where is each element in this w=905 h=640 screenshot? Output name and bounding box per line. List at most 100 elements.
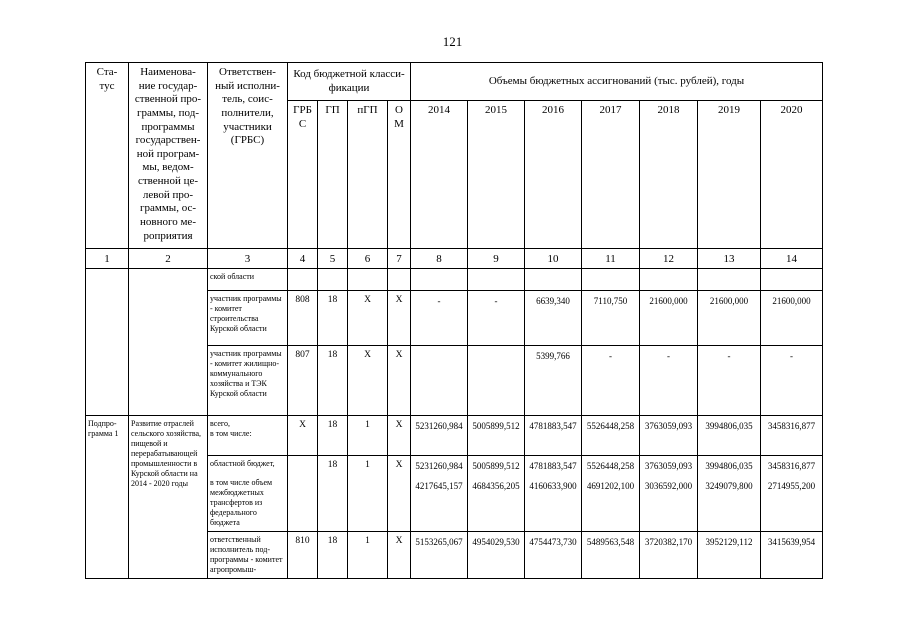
cell-value-2016: 6639,340 [524, 290, 582, 346]
cell-code-om [387, 268, 411, 291]
header-year-2019: 2019 [697, 100, 761, 249]
header-code-om: О М [387, 100, 411, 249]
cell-code-grbs [287, 268, 318, 291]
cell-executor-top: областной бюджет, [210, 459, 275, 468]
col-number: 3 [207, 248, 288, 269]
cell-code-grbs [287, 455, 318, 532]
cell-value-2017: - [581, 345, 640, 416]
cell-value-2020: - [760, 345, 823, 416]
cell-value-2016: 4781883,547 [524, 415, 582, 456]
cell-code-gp: 18 [317, 531, 348, 579]
col-number: 11 [581, 248, 640, 269]
cell-code-gp: 18 [317, 345, 348, 416]
header-row-1: Ста- тус Наименова- ние государ- ственно… [85, 62, 823, 249]
cell-value-2019: 21600,000 [697, 290, 761, 346]
cell-value-2014: - [410, 290, 468, 346]
cell-code-om: X [387, 531, 411, 579]
cell-value-2014 [410, 268, 468, 291]
cell-code-pgp [347, 268, 388, 291]
cell-value-2020: 3458316,877 [760, 415, 823, 456]
value-federal-transfer: 4217645,157 [415, 480, 463, 491]
cell-value-2018: 3720382,170 [639, 531, 698, 579]
page-number: 121 [442, 34, 463, 49]
cell-value-2015: - [467, 290, 525, 346]
cell-value-2017: 5526448,258 [581, 415, 640, 456]
header-year-2016: 2016 [524, 100, 582, 249]
cell-value-2017: 7110,750 [581, 290, 640, 346]
cell-value-2019: 3952129,112 [697, 531, 761, 579]
header-code-gp: ГП [317, 100, 348, 249]
cell-executor: участник программы - комитет строительст… [207, 290, 288, 346]
cell-value-2019: 3994806,035 3249079,800 [697, 455, 761, 532]
value-total: 3994806,035 [705, 461, 753, 471]
header-year-2020: 2020 [760, 100, 823, 249]
value-total: 4781883,547 [529, 461, 577, 471]
col-number: 2 [128, 248, 208, 269]
cell-value-2016: 4781883,547 4160633,900 [524, 455, 582, 532]
value-total: 5005899,512 [472, 461, 520, 471]
col-number: 4 [287, 248, 318, 269]
cell-value-2020 [760, 268, 823, 291]
value-total: 5526448,258 [586, 461, 635, 471]
cell-program-empty [128, 268, 208, 416]
col-number: 5 [317, 248, 348, 269]
value-total: 3458316,877 [767, 461, 816, 471]
cell-value-2019: - [697, 345, 761, 416]
table-row: Подпро- грамма 1 Развитие отраслей сельс… [85, 415, 823, 579]
cell-code-pgp: 1 [347, 455, 388, 532]
column-number-row: 1 2 3 4 5 6 7 8 9 10 11 12 13 14 [85, 248, 823, 269]
cell-code-grbs: 808 [287, 290, 318, 346]
value-total: 3763059,093 [644, 461, 693, 471]
cell-value-2018 [639, 268, 698, 291]
cell-code-pgp: 1 [347, 531, 388, 579]
table-row: участник программы - комитет строительст… [86, 290, 823, 346]
cell-value-2014: 5153265,067 [410, 531, 468, 579]
cell-code-pgp: X [347, 290, 388, 346]
header-code-grbs: ГРБ С [287, 100, 318, 249]
cell-value-2017: 5489563,548 [581, 531, 640, 579]
col-number: 12 [639, 248, 698, 269]
cell-value-2018: 3763059,093 [639, 415, 698, 456]
cell-code-gp: 18 [317, 290, 348, 346]
value-federal-transfer: 2714955,200 [767, 480, 816, 491]
cell-executor-bottom: в том числе объем межбюджетных трансферт… [210, 478, 273, 527]
cell-value-2015: 5005899,512 4684356,205 [467, 455, 525, 532]
cell-code-om: X [387, 455, 411, 532]
table-row: ответственный исполнитель под-программы … [86, 531, 823, 579]
value-federal-transfer: 3036592,000 [644, 480, 693, 491]
cell-value-2014: 5231260,984 4217645,157 [410, 455, 468, 532]
cell-code-pgp: X [347, 345, 388, 416]
col-number: 6 [347, 248, 388, 269]
cell-value-2015: 5005899,512 [467, 415, 525, 456]
cell-code-grbs: X [287, 415, 318, 456]
cell-value-2015 [467, 345, 525, 416]
col-number: 8 [410, 248, 468, 269]
header-year-2014: 2014 [410, 100, 468, 249]
header-year-2017: 2017 [581, 100, 640, 249]
col-number: 7 [387, 248, 411, 269]
cell-value-2018: - [639, 345, 698, 416]
header-executor: Ответствен- ный исполни- тель, соис- пол… [207, 62, 288, 249]
cell-code-om: X [387, 345, 411, 416]
cell-code-grbs: 810 [287, 531, 318, 579]
budget-table: Ста- тус Наименова- ние государ- ственно… [85, 62, 823, 579]
header-year-2018: 2018 [639, 100, 698, 249]
cell-code-grbs: 807 [287, 345, 318, 416]
cell-executor: всего, в том числе: [207, 415, 288, 456]
header-year-2015: 2015 [467, 100, 525, 249]
col-number: 14 [760, 248, 823, 269]
col-number: 10 [524, 248, 582, 269]
cell-executor: ской области [207, 268, 288, 291]
header-budget-code-group: Код бюджетной класси- фикации [287, 62, 411, 101]
cell-executor: ответственный исполнитель под-программы … [207, 531, 288, 579]
value-total: 5231260,984 [415, 461, 463, 471]
cell-value-2018: 3763059,093 3036592,000 [639, 455, 698, 532]
cell-code-gp: 18 [317, 455, 348, 532]
col-number: 13 [697, 248, 761, 269]
header-program-name: Наименова- ние государ- ственной про- гр… [128, 62, 208, 249]
cell-value-2014: 5231260,984 [410, 415, 468, 456]
header-status: Ста- тус [85, 62, 129, 249]
cell-value-2014 [410, 345, 468, 416]
cell-code-pgp: 1 [347, 415, 388, 456]
